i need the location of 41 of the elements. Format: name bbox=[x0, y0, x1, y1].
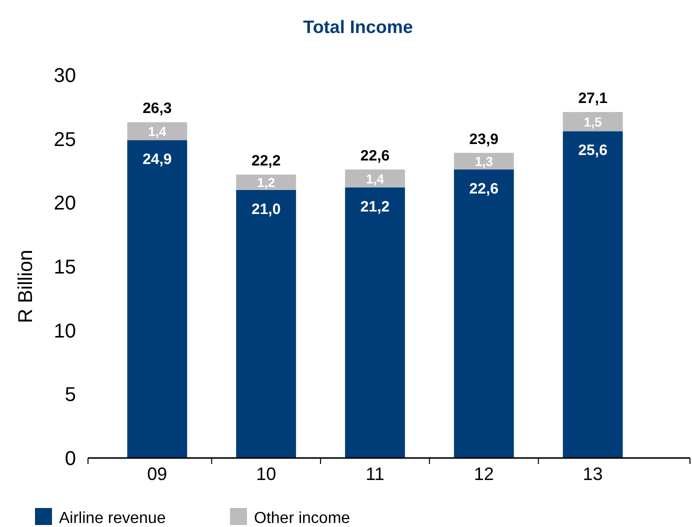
total-label: 22,6 bbox=[360, 147, 390, 164]
y-tick-label: 20 bbox=[54, 192, 76, 215]
bar bbox=[454, 152, 514, 170]
total-label: 26,3 bbox=[142, 100, 172, 118]
data-label: 21,2 bbox=[360, 198, 390, 216]
data-label: 1,4 bbox=[148, 124, 167, 140]
legend-label: Airline revenue bbox=[59, 510, 166, 527]
data-label: 1,2 bbox=[257, 175, 276, 190]
y-tick-label: 30 bbox=[54, 65, 76, 87]
data-label: 24,9 bbox=[142, 151, 172, 168]
x-tick-label: 09 bbox=[147, 464, 168, 484]
bar bbox=[127, 140, 188, 458]
data-label: 1,5 bbox=[584, 114, 602, 130]
bar bbox=[562, 131, 623, 458]
bar bbox=[454, 169, 514, 458]
data-label: 1,4 bbox=[366, 171, 385, 186]
y-tick-label: 10 bbox=[54, 320, 76, 342]
x-tick-label: 10 bbox=[256, 464, 276, 484]
data-label: 25,6 bbox=[578, 142, 608, 160]
x-tick-label: 12 bbox=[474, 464, 494, 484]
legend-label: Other income bbox=[254, 510, 350, 527]
x-tick-label: 13 bbox=[582, 464, 603, 484]
bar bbox=[236, 190, 296, 458]
bar bbox=[345, 169, 405, 188]
y-tick-label: 25 bbox=[54, 128, 76, 151]
bar bbox=[127, 122, 188, 140]
total-label: 23,9 bbox=[469, 130, 499, 148]
x-tick-label: 11 bbox=[366, 464, 384, 484]
y-tick-label: 5 bbox=[64, 384, 76, 406]
y-tick-label: 0 bbox=[64, 448, 76, 470]
data-label: 1,3 bbox=[474, 154, 493, 170]
data-label: 21,0 bbox=[251, 200, 281, 218]
bar bbox=[562, 112, 623, 132]
bar bbox=[236, 174, 296, 190]
total-label: 22,2 bbox=[251, 152, 281, 170]
bar bbox=[345, 187, 405, 458]
data-label: 22,6 bbox=[469, 180, 499, 198]
chart-title: Total Income bbox=[303, 17, 413, 37]
total-label: 27,1 bbox=[578, 90, 608, 108]
y-tick-label: 15 bbox=[54, 256, 76, 278]
y-axis-title: R Billion bbox=[15, 250, 37, 324]
